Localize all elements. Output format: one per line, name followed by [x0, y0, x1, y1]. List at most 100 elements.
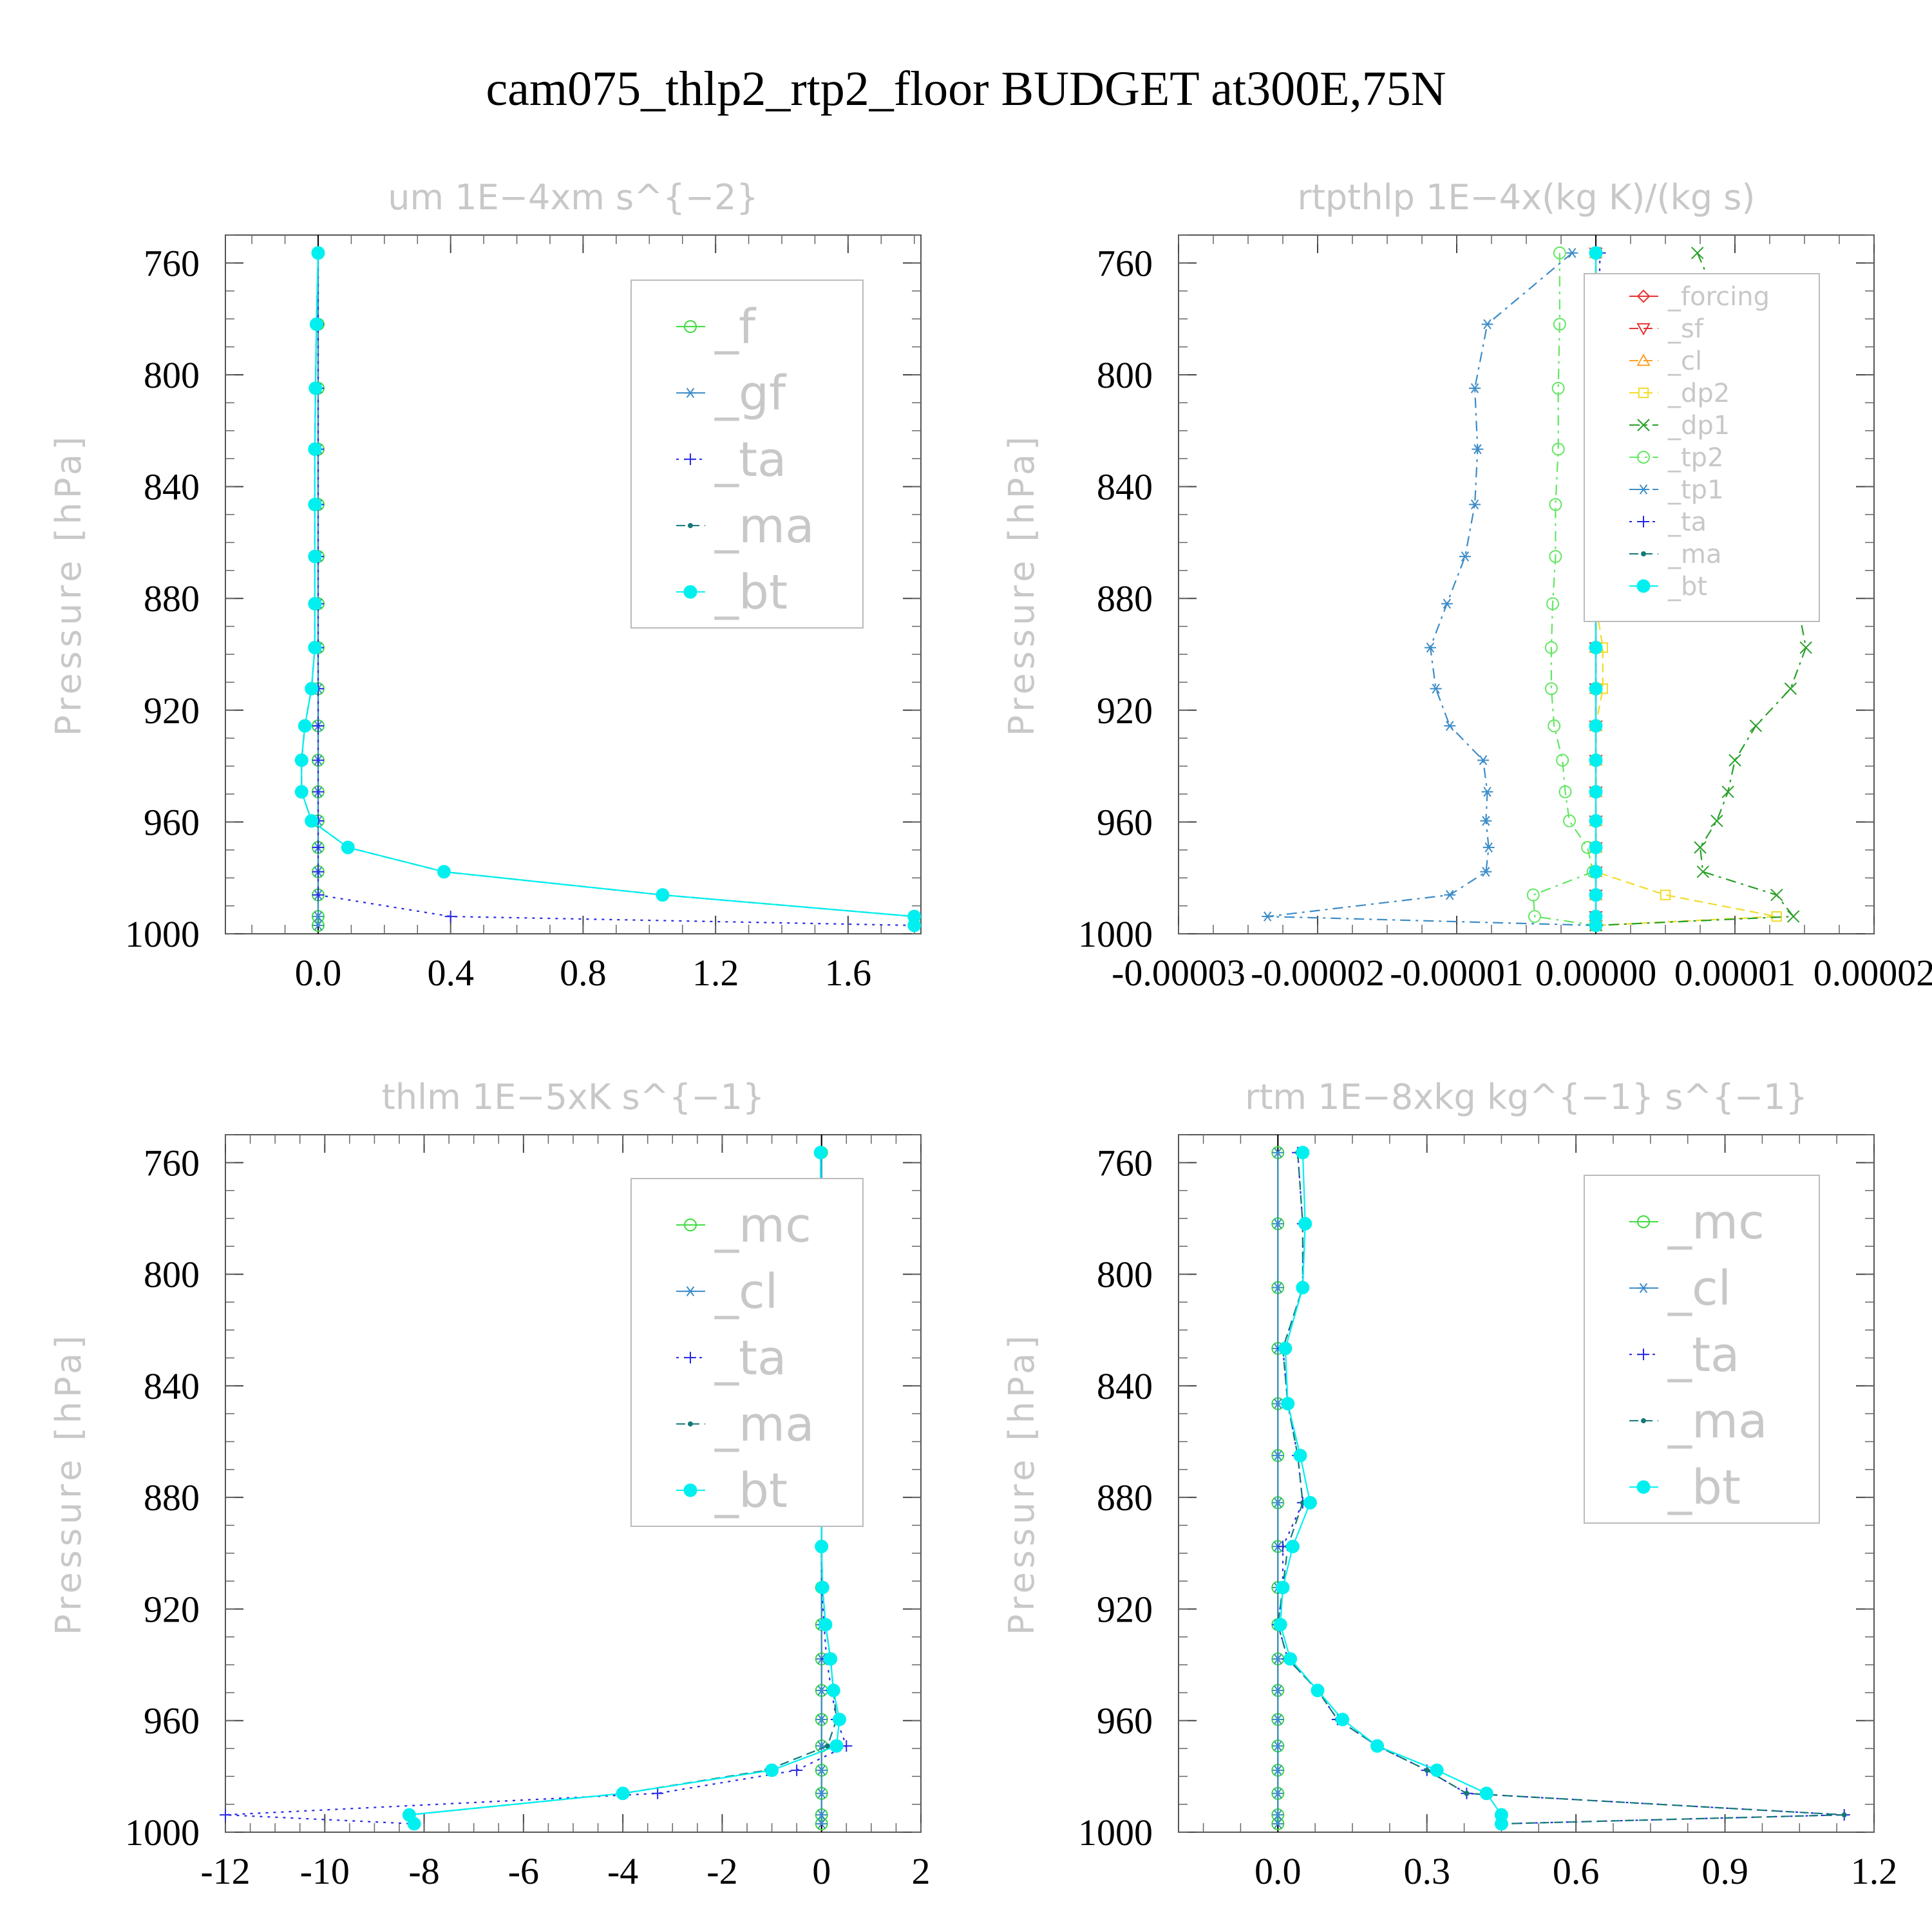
legend-label: _mc — [714, 1198, 811, 1253]
data-point — [437, 865, 451, 879]
y-tick-label: 880 — [1097, 1477, 1153, 1519]
data-point — [829, 1739, 844, 1753]
x-tick-label: -4 — [607, 1850, 638, 1892]
data-point — [1544, 682, 1558, 696]
legend-marker — [1638, 1283, 1649, 1293]
legend-label: _dp2 — [1667, 379, 1730, 408]
data-point — [1464, 1790, 1470, 1796]
y-tick-label: 960 — [1097, 801, 1153, 843]
data-point — [1481, 786, 1493, 797]
data-point — [311, 246, 325, 260]
data-point — [791, 1764, 803, 1776]
data-point — [1548, 719, 1561, 733]
legend-label: _bt — [1667, 572, 1707, 601]
data-point — [1283, 1652, 1298, 1666]
data-point — [308, 497, 322, 511]
legend-marker — [1636, 289, 1651, 303]
data-point — [1477, 755, 1490, 766]
data-point — [1494, 1817, 1508, 1831]
data-point — [1444, 889, 1456, 900]
data-point — [220, 1809, 231, 1821]
legend-marker — [1636, 323, 1651, 336]
legend-label: _bt — [714, 565, 788, 620]
legend-box — [1584, 1175, 1820, 1524]
legend-label: _tp2 — [1667, 443, 1724, 473]
x-tick-label: 1.6 — [825, 952, 872, 994]
data-point — [308, 442, 322, 456]
y-tick-label: 960 — [144, 1700, 200, 1742]
data-point — [312, 866, 324, 878]
data-point — [1589, 681, 1603, 696]
y-tick-label: 1000 — [1078, 1812, 1153, 1853]
y-tick-label: 800 — [144, 354, 200, 396]
data-point — [1710, 814, 1723, 828]
y-tick-label: 760 — [1097, 1142, 1153, 1184]
data-point — [815, 1580, 829, 1595]
legend-label: _tp1 — [1667, 475, 1724, 505]
x-tick-label: -0.00001 — [1390, 952, 1524, 994]
data-point — [1430, 1763, 1444, 1777]
data-point — [1549, 550, 1562, 564]
legend-label: _bt — [1667, 1460, 1741, 1515]
data-point — [1479, 1786, 1493, 1801]
data-point — [1553, 246, 1566, 260]
data-point — [1278, 1341, 1293, 1356]
data-point — [1770, 888, 1783, 902]
data-point — [1370, 1739, 1385, 1753]
data-point — [1298, 1217, 1312, 1231]
series-line — [317, 252, 914, 927]
data-point — [1526, 888, 1540, 902]
data-point — [1558, 785, 1572, 799]
data-point — [309, 317, 323, 331]
legend-box — [1584, 273, 1820, 622]
legend-marker — [684, 320, 697, 334]
data-point — [312, 720, 324, 732]
data-point — [1589, 840, 1603, 855]
data-point — [826, 1683, 840, 1698]
data-point — [1728, 753, 1741, 767]
legend-label: _ma — [714, 1397, 814, 1452]
legend-marker — [1638, 1349, 1649, 1361]
series-line — [301, 252, 915, 925]
legend-label: _cl — [1667, 346, 1702, 376]
panel-rtpthlp: rtpthlp 1E−4x(kg K)/(kg s) Pressure [hPa]… — [1001, 177, 1932, 994]
data-point — [1589, 865, 1603, 879]
y-tick-label: 880 — [144, 1477, 200, 1519]
data-point — [1589, 719, 1603, 733]
y-tick-label: 1000 — [125, 913, 200, 955]
x-tick-label: 0 — [812, 1850, 831, 1892]
data-point — [1480, 866, 1492, 877]
y-axis-label: Pressure [hPa] — [48, 1332, 89, 1635]
data-point — [1660, 889, 1671, 900]
x-tick-label: 1.2 — [692, 952, 739, 994]
data-point — [308, 549, 322, 564]
page-title: cam075_thlp2_rtp2_floor BUDGET at300E,75… — [486, 62, 1446, 116]
legend-label: _bt — [714, 1463, 788, 1519]
data-point — [815, 1819, 828, 1829]
series-line — [1277, 1152, 1844, 1825]
data-point — [1553, 317, 1566, 331]
data-point — [1556, 753, 1569, 767]
data-point — [1311, 1683, 1325, 1698]
data-point — [1272, 1450, 1284, 1461]
data-point — [1424, 1767, 1430, 1773]
data-point — [1551, 442, 1565, 456]
panel-title: rtm 1E−8xkg kg^{−1} s^{−1} — [1245, 1077, 1808, 1117]
panel-rtm: rtm 1E−8xkg kg^{−1} s^{−1} Pressure [hPa]… — [1001, 1077, 1897, 1892]
data-point — [1281, 1397, 1295, 1411]
data-point — [824, 1743, 830, 1749]
x-tick-label: -8 — [408, 1850, 439, 1892]
data-point — [813, 1146, 828, 1160]
data-point — [1272, 1765, 1284, 1776]
data-point — [1589, 888, 1603, 902]
legend-marker — [685, 1286, 696, 1296]
data-point — [1551, 381, 1565, 395]
data-point — [1272, 1788, 1284, 1799]
legend-marker — [688, 523, 693, 529]
data-point — [1481, 319, 1493, 330]
legend: _mc _cl _ta _ma _bt — [630, 1178, 864, 1527]
data-point — [1272, 1218, 1284, 1229]
legend-marker — [1636, 353, 1651, 366]
data-point — [652, 1787, 664, 1799]
x-tick-label: -0.00003 — [1112, 952, 1245, 994]
